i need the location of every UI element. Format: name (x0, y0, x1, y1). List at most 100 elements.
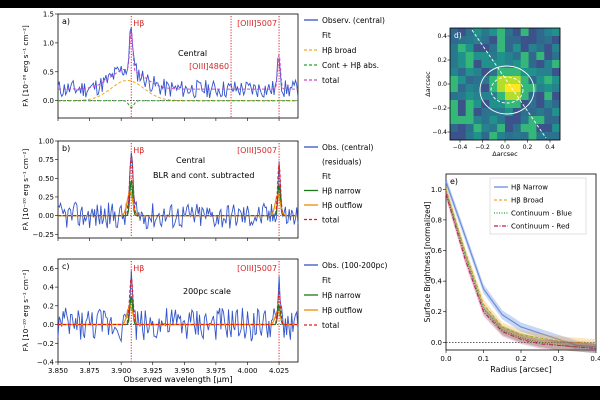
observed-spectrum (57, 27, 299, 99)
map-pixel (536, 44, 545, 53)
map-pixel (528, 132, 537, 141)
total-curve (58, 155, 298, 217)
map-pixel (505, 100, 514, 109)
panel-label: c) (62, 262, 70, 271)
map-pixel (520, 116, 529, 125)
map-pixel (450, 132, 459, 141)
map-pixel (457, 84, 467, 93)
x-tick-label: 0.0 (500, 144, 510, 151)
map-pixel (536, 124, 545, 133)
plot-frame (57, 258, 299, 363)
map-pixel (457, 76, 467, 85)
legend-label: Cont + Hβ abs. (322, 61, 379, 70)
map-pixel (489, 132, 498, 141)
legend-label: Obs. (central) (322, 143, 373, 152)
map-pixel (497, 108, 506, 117)
legend-label: Continuum - Blue (511, 210, 572, 218)
x-tick-label: 3.875 (80, 367, 100, 375)
x-tick-label: 4.025 (269, 367, 289, 375)
map-pixel (481, 92, 490, 101)
top-black-bar (0, 0, 600, 8)
map-pixel (450, 116, 459, 125)
total-curve (58, 277, 298, 326)
map-pixel (489, 92, 498, 101)
map-pixel (497, 36, 506, 45)
map-pixel (505, 44, 514, 53)
total-curve (58, 30, 298, 90)
map-pixel (505, 124, 514, 133)
broad-curve (58, 79, 298, 102)
map-pixel (536, 76, 545, 85)
map-pixel (481, 44, 490, 53)
map-pixel (520, 76, 529, 85)
line-label: [OIII]5007 (237, 146, 277, 155)
y-tick-label: −0.2 (37, 340, 54, 348)
map-pixel (489, 68, 498, 77)
y-tick-label: 0.2 (431, 308, 442, 316)
y-tick-label: 0.75 (38, 156, 54, 164)
legend-label: (residuals) (322, 158, 362, 167)
map-pixel (536, 116, 545, 125)
map-pixel (536, 108, 545, 117)
map-pixel (544, 84, 553, 93)
map-pixel (481, 108, 490, 117)
legend-label: Hβ narrow (322, 291, 361, 300)
map-pixel (505, 108, 514, 117)
map-pixel (544, 132, 553, 141)
map-pixel (505, 132, 514, 141)
map-pixel (528, 124, 537, 133)
x-tick-label: 0.1 (478, 355, 489, 363)
line-label: [OIII]4860 (189, 62, 229, 71)
map-pixel (528, 84, 537, 93)
y-tick-label: 0.50 (38, 175, 54, 183)
x-tick-label: −0.4 (453, 144, 468, 151)
map-pixel (552, 52, 561, 61)
legend-label: Hβ outflow (322, 201, 363, 210)
map-pixel (497, 116, 506, 125)
map-pixel (465, 124, 474, 133)
x-axis-label: Δarcsec (492, 150, 518, 158)
map-pixel (512, 28, 522, 37)
map-pixel (481, 52, 490, 61)
map-pixel (473, 100, 482, 109)
legend-label: Hβ Narrow (511, 184, 548, 192)
x-tick-label: 0.3 (553, 355, 564, 363)
map-pixel (552, 116, 561, 125)
map-pixel (512, 124, 522, 133)
map-pixel (457, 100, 467, 109)
narrow-curve (58, 296, 298, 326)
map-pixel (465, 36, 474, 45)
map-pixel (457, 108, 467, 117)
map-pixel (536, 92, 545, 101)
map-pixel (552, 124, 561, 133)
map-pixel (450, 84, 459, 93)
map-pixel (497, 44, 506, 53)
map-pixel (489, 124, 498, 133)
map-pixel (457, 52, 467, 61)
x-tick-label: 0.2 (523, 144, 533, 151)
map-pixel (481, 60, 490, 69)
map-pixel (528, 28, 537, 37)
map-pixel (457, 44, 467, 53)
map-pixel (512, 100, 522, 109)
y-tick-label: 0.0 (437, 81, 447, 88)
map-pixel (497, 84, 506, 93)
y-tick-label: 0.8 (431, 216, 442, 224)
map-pixel (473, 60, 482, 69)
map-pixel (544, 124, 553, 133)
map-pixel (505, 76, 514, 85)
legend-label: Fit (322, 276, 331, 285)
map-pixel (520, 60, 529, 69)
map-pixel (457, 124, 467, 133)
map-pixel (481, 68, 490, 77)
y-tick-label: 0.5 (43, 68, 54, 76)
map-pixel (528, 60, 537, 69)
x-tick-label: 0.0 (440, 355, 451, 363)
map-pixel (528, 52, 537, 61)
map-pixel (505, 116, 514, 125)
map-pixel (544, 28, 553, 37)
map-pixel (512, 84, 522, 93)
map-pixel (505, 84, 514, 93)
x-axis-label: Radius [arcsec] (490, 365, 552, 374)
map-pixel (505, 52, 514, 61)
